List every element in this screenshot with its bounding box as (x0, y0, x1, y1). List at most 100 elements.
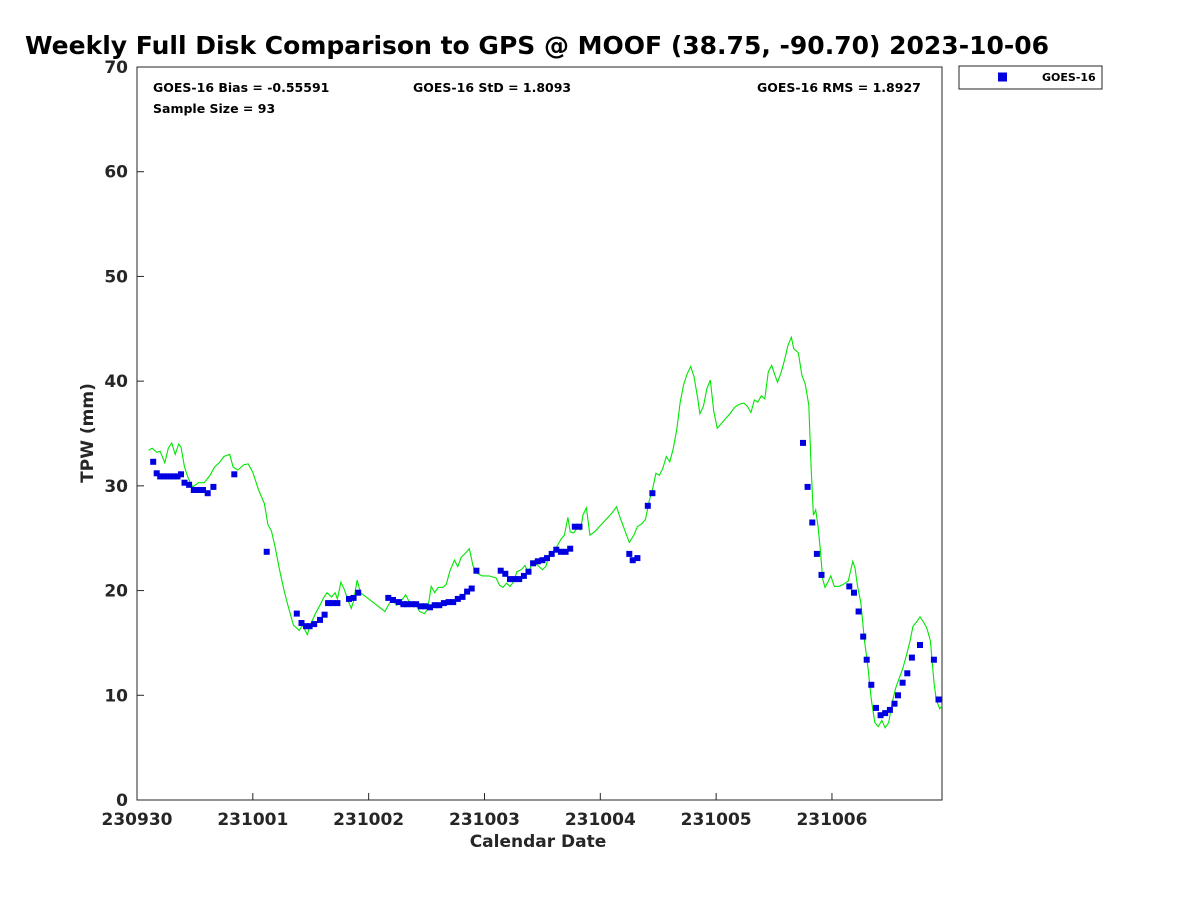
goes16-point (473, 567, 480, 574)
goes16-point (553, 546, 560, 553)
goes16-point (507, 576, 513, 583)
goes16-point (818, 571, 825, 578)
goes16-point (804, 483, 811, 490)
goes16-point (877, 712, 884, 719)
goes16-point (544, 555, 550, 562)
goes16-point (293, 610, 300, 617)
x-tick-label: 231002 (333, 810, 404, 830)
rms-stat: GOES-16 RMS = 1.8927 (757, 80, 921, 95)
goes16-point (160, 473, 167, 480)
goes16-point (167, 473, 174, 480)
y-tick-label: 30 (104, 477, 128, 497)
sample-size-stat: Sample Size = 93 (153, 101, 275, 116)
y-axis: 0 10 20 30 40 50 60 70 (104, 58, 144, 811)
goes16-point (935, 696, 942, 703)
y-tick-label: 60 (104, 163, 128, 183)
legend-box (958, 65, 1103, 90)
goes16-point (263, 548, 270, 555)
x-tick-label: 231005 (681, 810, 752, 830)
goes16-point (516, 576, 523, 583)
x-tick-label: 231004 (565, 810, 636, 830)
goes16-point (210, 483, 217, 490)
goes16-point (178, 471, 184, 478)
goes16-point (408, 601, 415, 608)
goes16-point (395, 599, 402, 606)
goes16-point (171, 473, 178, 480)
goes16-point (626, 550, 633, 557)
goes16-point (403, 601, 410, 608)
goes16-point (567, 545, 574, 552)
goes16-point (548, 550, 555, 557)
goes16-point (350, 594, 357, 601)
goes16-point (431, 602, 438, 609)
goes16-point (311, 621, 318, 628)
goes16-point (153, 470, 160, 477)
bias-stat: GOES-16 Bias = -0.55591 (153, 80, 329, 95)
x-tick-label: 231006 (796, 810, 867, 830)
goes16-point (231, 471, 238, 478)
goes16-point (800, 439, 806, 446)
goes16-point (576, 523, 583, 530)
goes16-point (334, 600, 341, 607)
x-axis-label: Calendar Date (470, 832, 607, 852)
goes16-point (930, 656, 937, 663)
goes16-point (468, 585, 475, 592)
goes16-point (530, 560, 537, 567)
y-tick-label: 10 (104, 686, 128, 706)
goes16-point (502, 570, 509, 577)
goes16-point (422, 603, 429, 610)
goes16-point (436, 602, 443, 609)
goes16-point (325, 600, 332, 607)
y-tick-label: 50 (104, 267, 128, 287)
goes16-point (195, 487, 202, 493)
x-tick-label: 230930 (102, 810, 173, 830)
goes16-point (417, 603, 424, 610)
goes16-point (525, 568, 532, 575)
y-tick-label: 70 (104, 58, 128, 78)
goes16-point (511, 576, 518, 583)
goes16-point (306, 623, 313, 630)
y-axis-label: TPW (mm) (78, 383, 98, 483)
x-tick-label: 231001 (217, 810, 288, 830)
goes16-point (562, 548, 569, 555)
goes16-point (539, 557, 546, 564)
x-axis: 230930 231001 231002 231003 231004 231005 2310… (102, 793, 867, 830)
goes16-point (813, 550, 820, 557)
legend-label-goes16: GOES-16 (1042, 71, 1096, 84)
goes16-point (571, 523, 578, 530)
std-stat: GOES-16 StD = 1.8093 (413, 80, 571, 95)
goes16-point (899, 679, 906, 686)
x-tick-label: 231003 (449, 810, 520, 830)
goes16-point (174, 473, 181, 480)
goes16-point (649, 490, 656, 497)
goes16-point (440, 600, 447, 607)
goes16-point (908, 654, 915, 661)
goes16-point (181, 479, 188, 486)
goes16-point (157, 473, 164, 480)
goes16-point (520, 572, 527, 579)
goes16-point (464, 588, 471, 595)
goes16-point (317, 616, 323, 623)
legend: GOES-16 (958, 65, 1103, 90)
goes16-point (868, 681, 875, 688)
plot-area (136, 66, 943, 801)
goes16-point (904, 670, 911, 677)
goes16-point (204, 490, 211, 497)
goes16-point (400, 601, 407, 608)
goes16-point (634, 555, 641, 562)
goes16-point (882, 710, 889, 717)
legend-marker-square (998, 72, 1007, 82)
goes16-point (851, 589, 857, 596)
goes16-series-points (150, 439, 942, 719)
goes16-point (164, 473, 171, 480)
y-tick-label: 0 (116, 791, 128, 811)
goes16-point (886, 706, 893, 713)
goes16-point (459, 593, 466, 600)
goes16-point (445, 599, 452, 606)
goes16-point (200, 487, 206, 493)
goes16-point (390, 597, 396, 603)
goes16-point (329, 600, 336, 607)
goes16-point (346, 595, 352, 602)
y-tick-label: 40 (104, 372, 128, 392)
